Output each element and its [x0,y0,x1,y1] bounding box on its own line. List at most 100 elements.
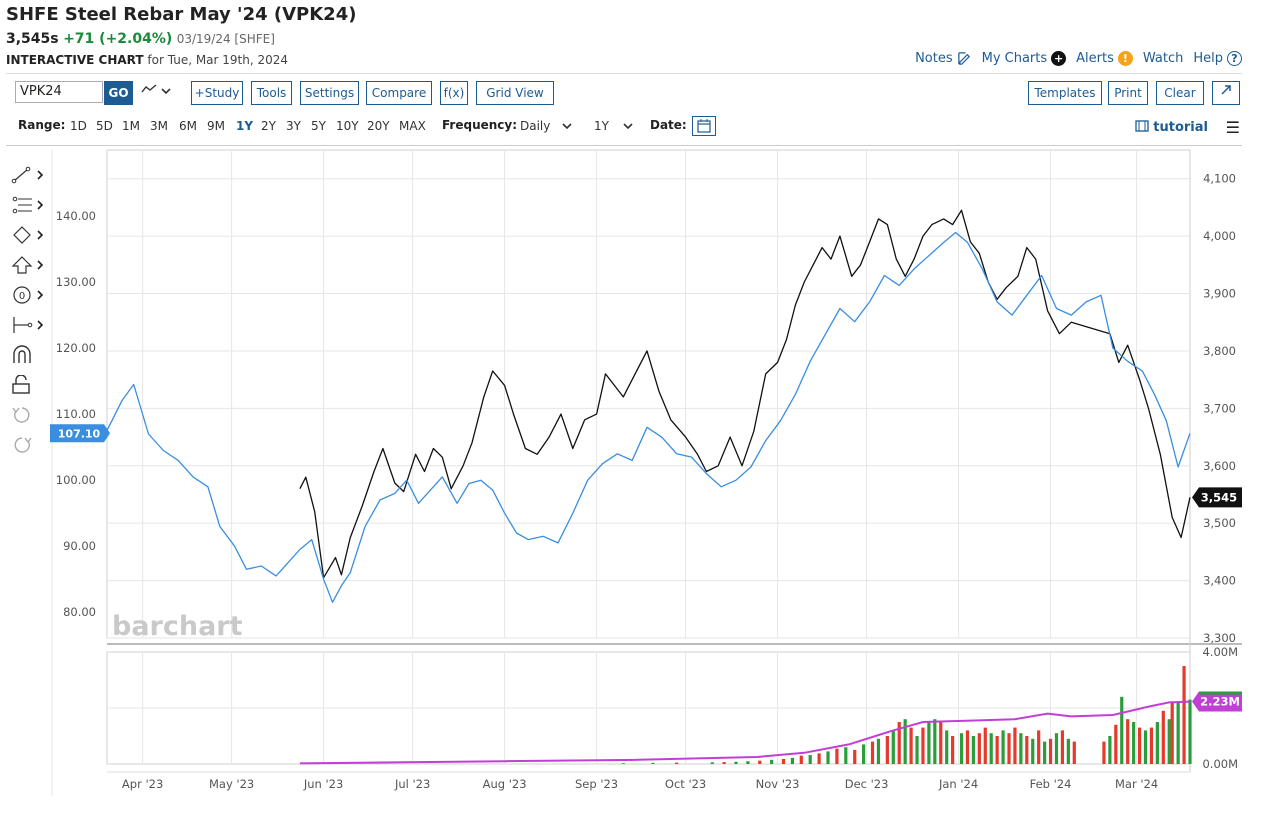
range-5y[interactable]: 5Y [311,119,326,133]
volume-bar [770,759,774,764]
frequency-label: Frequency: [442,118,518,132]
tools-button[interactable]: Tools [251,81,292,105]
x-tick-label: Oct '23 [665,777,706,791]
grid-view-button[interactable]: Grid View [476,81,554,105]
pencil-icon [957,52,970,65]
volume-bar [621,763,625,764]
quote-line: 3,545s +71 (+2.04%) 03/19/24 [SHFE] [6,31,275,47]
chevron-down-icon [161,88,171,95]
frequency-select[interactable]: Daily [520,119,572,133]
arrow-tool-button[interactable] [10,255,50,277]
volume-bar [835,748,839,764]
undo-icon [12,407,30,423]
range-6m[interactable]: 6M [179,119,197,133]
volume-bar [1054,733,1059,764]
volume-bar [959,733,964,764]
x-tick-label: Sep '23 [575,777,618,791]
clear-button[interactable]: Clear [1156,81,1204,105]
y-right-tick-label: 4,000 [1203,229,1236,243]
volume-bar [1108,736,1112,764]
range-9m[interactable]: 9M [207,119,225,133]
volume-bar [921,727,925,764]
y-right-tick-label: 3,600 [1203,459,1236,473]
y-right-tick-label: 3,700 [1203,401,1236,415]
main-plot-frame [106,149,1191,639]
range-1y[interactable]: 1Y [236,119,254,133]
notes-link[interactable]: Notes [915,51,972,66]
symbol-input[interactable]: VPK24 [15,81,103,103]
range-3y[interactable]: 3Y [286,119,301,133]
volume-bar [1120,696,1124,764]
header-divider [6,73,1242,74]
range-2y[interactable]: 2Y [261,119,276,133]
templates-button[interactable]: Templates [1028,81,1102,105]
volume-bar [1037,730,1041,764]
chevron-down-icon [562,123,572,130]
hamburger-menu-icon[interactable]: ☰ [1225,118,1240,137]
expand-button[interactable] [1212,81,1240,105]
watermark-logo: barchart [112,611,243,642]
chart-type-dropdown[interactable] [141,83,171,99]
volume-bar [939,722,943,764]
compare-button[interactable]: Compare [366,81,432,105]
go-button[interactable]: GO [104,81,133,105]
shape-tool-button[interactable] [10,225,50,247]
volume-bar [1007,733,1011,764]
tutorial-link[interactable]: tutorial [1135,120,1208,135]
price-series-line [299,209,1191,579]
range-label: Range: [18,118,66,132]
y-left-tick-label: 90.00 [63,539,96,553]
toolbar-divider [6,145,1242,146]
volume-average-badge [1192,691,1242,712]
print-button[interactable]: Print [1108,81,1148,105]
volume-bar [844,747,848,764]
y-left-tick-label: 100.00 [56,473,96,487]
my-charts-label: My Charts [981,51,1048,66]
lock-button[interactable] [10,374,50,397]
alerts-label: Alerts [1076,51,1114,66]
annotation-tool-button[interactable]: 0 [10,285,50,307]
help-link[interactable]: Help ? [1193,51,1242,66]
range-20y[interactable]: 20Y [367,119,390,133]
study-button[interactable]: +Study [191,81,243,105]
fx-button[interactable]: f(x) [440,81,468,105]
range-1d[interactable]: 1D [70,119,87,133]
volume-bar [722,762,726,764]
magnet-button[interactable] [10,345,50,367]
volume-bar [1114,724,1118,764]
magnet-icon [13,345,31,363]
y-left-tick-label: 110.00 [56,407,96,421]
fib-tool-button[interactable] [10,195,50,217]
volume-bar [1060,730,1065,764]
line-tool-button[interactable] [10,165,50,187]
svg-text:0: 0 [19,291,25,302]
quote-date-exchange: 03/19/24 [SHFE] [176,32,275,46]
volume-bar [710,762,714,764]
period-select[interactable]: 1Y [594,119,633,133]
x-tick-label: Feb '24 [1030,777,1072,791]
range-3m[interactable]: 3M [150,119,168,133]
volume-bar [897,722,901,764]
undo-button[interactable] [10,405,50,427]
y-right-tick-label: 3,800 [1203,344,1236,358]
settings-button[interactable]: Settings [300,81,359,105]
redo-button[interactable] [10,435,50,457]
range-1m[interactable]: 1M [122,119,140,133]
period-value: 1Y [594,119,609,133]
redo-icon [14,437,32,453]
watch-link[interactable]: Watch [1143,51,1183,66]
volume-bar [853,750,857,764]
volume-bar [651,762,655,764]
my-charts-link[interactable]: My Charts + [982,51,1067,66]
date-picker-button[interactable] [692,116,716,136]
measure-tool-button[interactable] [10,315,50,337]
volume-bar [1167,719,1171,764]
range-max[interactable]: MAX [399,119,426,133]
x-tick-label: Apr '23 [122,777,163,791]
alerts-link[interactable]: Alerts ! [1076,51,1133,66]
volume-bar [989,733,993,764]
volume-bar [885,736,889,764]
range-10y[interactable]: 10Y [336,119,359,133]
range-5d[interactable]: 5D [96,119,113,133]
